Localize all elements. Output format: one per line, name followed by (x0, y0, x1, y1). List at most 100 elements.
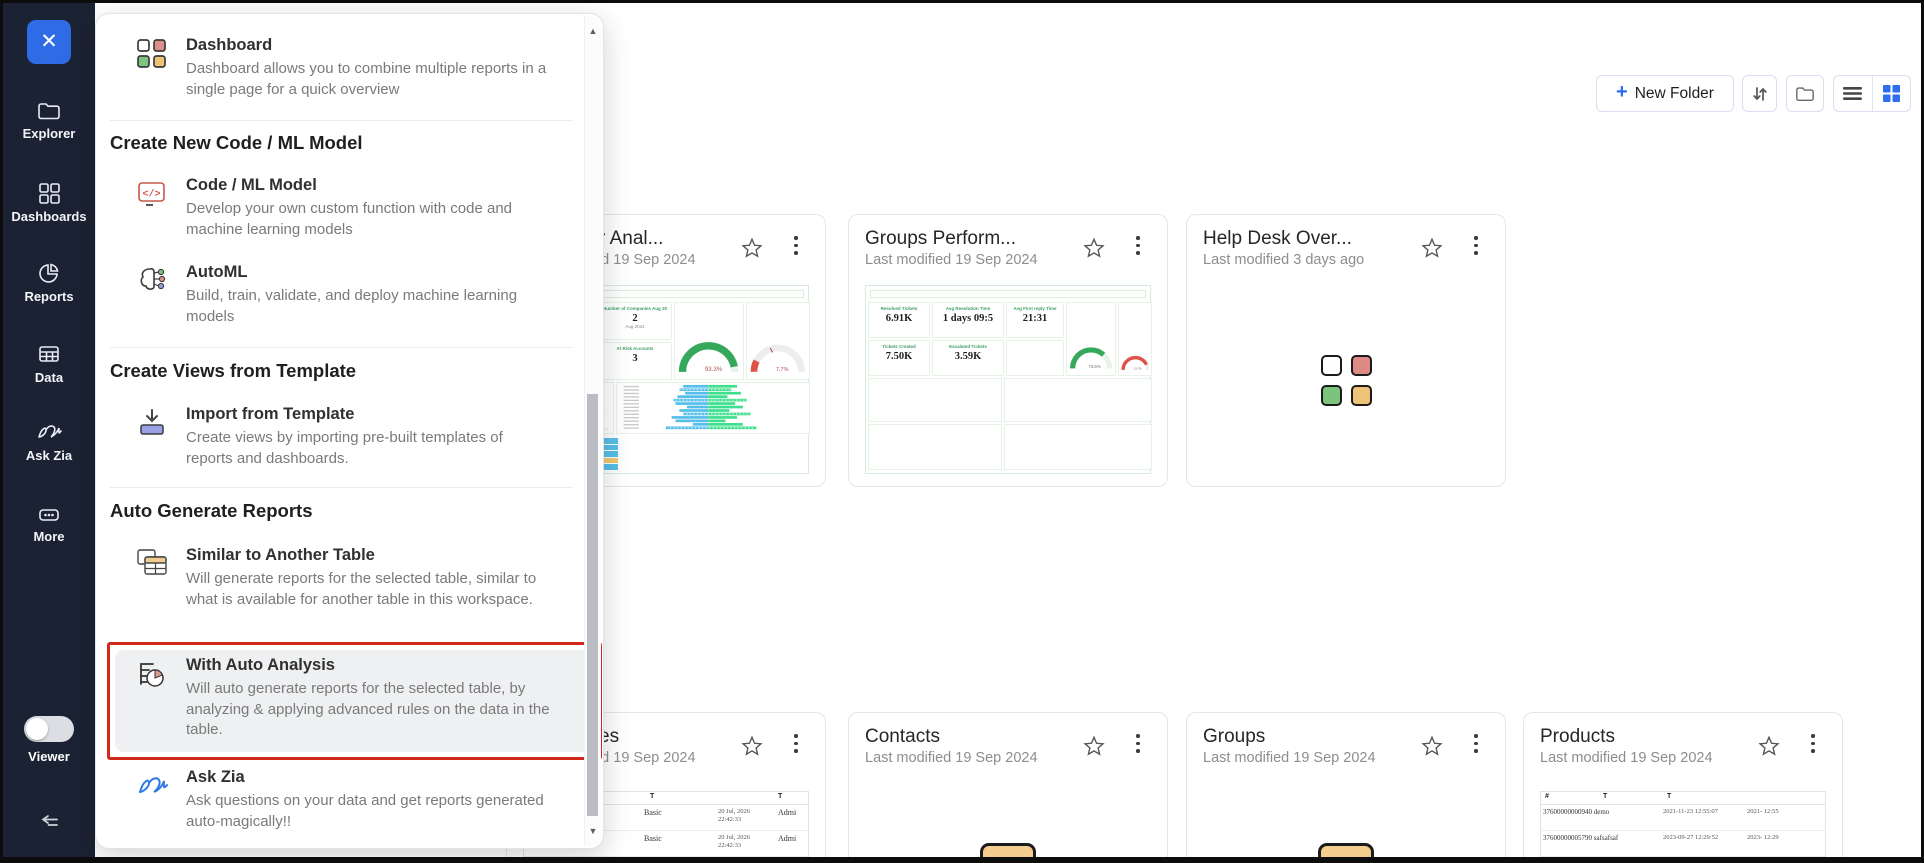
menu-item-with-auto-analysis[interactable]: With Auto Analysis Will auto generate re… (186, 656, 550, 741)
menu-item-title: Similar to Another Table (186, 546, 375, 564)
card-subtitle: Last modified 19 Sep 2024 (865, 750, 1038, 766)
toggle-knob (26, 718, 48, 740)
dashboard-menu-icon (137, 39, 166, 68)
sort-button[interactable] (1742, 75, 1777, 112)
column-type-marker: T (1603, 793, 1608, 800)
scroll-down-icon[interactable]: ▼ (588, 826, 598, 836)
list-view-button[interactable] (1834, 76, 1872, 111)
menu-item-description: Dashboard allows you to combine multiple… (186, 60, 547, 98)
view-toggle-group (1833, 75, 1911, 112)
table-placeholder-icon (980, 843, 1036, 857)
column-type-marker: # (1545, 793, 1549, 800)
svg-text:13.7%: 13.7% (1133, 366, 1142, 370)
star-icon[interactable] (1421, 237, 1443, 259)
scroll-up-icon[interactable]: ▲ (588, 26, 598, 36)
sort-icon (1752, 86, 1767, 101)
new-folder-label: New Folder (1634, 84, 1714, 102)
star-icon[interactable] (1083, 735, 1105, 757)
card-products[interactable]: Products Last modified 19 Sep 2024 # T T… (1523, 712, 1843, 857)
kpi-label: Avg Resolution Time (945, 306, 991, 311)
kebab-menu-icon[interactable] (793, 734, 799, 757)
card-groups[interactable]: Groups Last modified 19 Sep 2024 (1186, 712, 1506, 857)
kebab-menu-icon[interactable] (1810, 734, 1816, 757)
kpi-value: 1 days 09:5 (942, 313, 994, 324)
card-title: Contacts (865, 726, 940, 747)
kpi-label: Avg First reply Time (1013, 306, 1057, 311)
viewer-label: Viewer (28, 749, 70, 764)
sidebar-item-explorer[interactable]: Explorer (3, 100, 95, 141)
star-icon[interactable] (1421, 735, 1443, 757)
card-title: Help Desk Over... (1203, 228, 1352, 249)
kpi-value: 21:31 (1022, 313, 1048, 324)
folder-icon (1796, 86, 1814, 101)
menu-item-description: Ask questions on your data and get repor… (186, 792, 544, 830)
menu-item-automl[interactable]: AutoML Build, train, validate, and deplo… (186, 263, 550, 327)
svg-text:93.3%: 93.3% (705, 366, 723, 373)
table-placeholder-icon (1318, 843, 1374, 857)
kpi-label: Resolved Tickets (880, 306, 918, 311)
table-thumbnail: # T T 37600000000940 demo 2021-11-23 12:… (1540, 791, 1826, 857)
dashboards-icon (39, 183, 60, 204)
card-contacts[interactable]: Contacts Last modified 19 Sep 2024 (848, 712, 1168, 857)
menu-item-ask-zia[interactable]: Ask Zia Ask questions on your data and g… (186, 768, 550, 832)
folder-view-button[interactable] (1786, 75, 1824, 112)
menu-item-description: Develop your own custom function with co… (186, 200, 513, 238)
kpi-subtext: Aug 2024 (625, 324, 645, 329)
pie-chart-icon (39, 263, 59, 283)
svg-text:</>: </> (142, 189, 160, 201)
column-type-marker: T (650, 793, 655, 800)
star-icon[interactable] (1083, 237, 1105, 259)
menu-item-code-ml-model[interactable]: Code / ML Model Develop your own custom … (186, 176, 550, 240)
menu-item-dashboard[interactable]: Dashboard Dashboard allows you to combin… (186, 36, 550, 100)
kpi-label: Number of Companies Aug 20 (602, 306, 668, 311)
gauge-green: 73.5% (1066, 302, 1116, 376)
kebab-menu-icon[interactable] (1473, 734, 1479, 757)
menu-item-import-from-template[interactable]: Import from Template Create views by imp… (186, 405, 550, 469)
kpi-value: 3 (632, 353, 638, 364)
ask-zia-icon (139, 777, 168, 793)
kpi-label: At Risk Accounts (616, 346, 654, 351)
star-icon[interactable] (1758, 735, 1780, 757)
menu-item-title: Import from Template (186, 405, 355, 423)
table-row: 37600000005790 safsafsaf 2023-09-27 12:2… (1541, 831, 1825, 857)
star-icon[interactable] (741, 237, 763, 259)
viewer-toggle[interactable] (24, 716, 74, 742)
svg-text:7.7%: 7.7% (776, 367, 789, 373)
card-groups-performance[interactable]: Groups Perform... Last modified 19 Sep 2… (848, 214, 1168, 487)
kebab-menu-icon[interactable] (1135, 734, 1141, 757)
kpi-value: 2 (632, 313, 638, 324)
kebab-menu-icon[interactable] (1473, 236, 1479, 259)
auto-analysis-icon (140, 663, 164, 687)
kpi-value: 6.91K (885, 313, 913, 324)
card-title: Groups Perform... (865, 228, 1016, 249)
menu-section-header: Create New Code / ML Model (110, 132, 363, 153)
sidebar-item-data[interactable]: Data (3, 342, 95, 385)
sidebar-item-label: More (33, 529, 65, 544)
sidebar-item-ask-zia[interactable]: Ask Zia (3, 422, 95, 463)
more-icon (39, 509, 59, 521)
menu-item-description: Will generate reports for the selected t… (186, 570, 537, 608)
sidebar-item-more[interactable]: More (3, 505, 95, 544)
close-button[interactable]: ✕ (27, 20, 71, 64)
column-type-marker: T (778, 793, 783, 800)
menu-item-title: Code / ML Model (186, 176, 317, 194)
menu-item-description: Create views by importing pre-built temp… (186, 429, 503, 467)
card-help-desk[interactable]: Help Desk Over... Last modified 3 days a… (1186, 214, 1506, 487)
sidebar-item-dashboards[interactable]: Dashboards (3, 181, 95, 224)
grid-view-button[interactable] (1871, 76, 1911, 111)
code-ml-icon: </> (138, 182, 165, 206)
star-icon[interactable] (741, 735, 763, 757)
collapse-sidebar-icon[interactable] (36, 809, 62, 835)
menu-scrollbar[interactable]: ▲ ▼ (584, 16, 601, 846)
gauge-red: 13.7% (1118, 302, 1152, 376)
scrollbar-thumb[interactable] (587, 394, 598, 816)
menu-item-similar-to-another-table[interactable]: Similar to Another Table Will generate r… (186, 546, 550, 610)
menu-item-description: Will auto generate reports for the selec… (186, 680, 550, 738)
menu-item-title: Ask Zia (186, 768, 245, 786)
sidebar-item-label: Reports (24, 289, 74, 304)
menu-item-description: Build, train, validate, and deploy machi… (186, 287, 518, 325)
new-folder-button[interactable]: + New Folder (1596, 75, 1734, 112)
kebab-menu-icon[interactable] (1135, 236, 1141, 259)
kebab-menu-icon[interactable] (793, 236, 799, 259)
sidebar-item-reports[interactable]: Reports (3, 261, 95, 304)
